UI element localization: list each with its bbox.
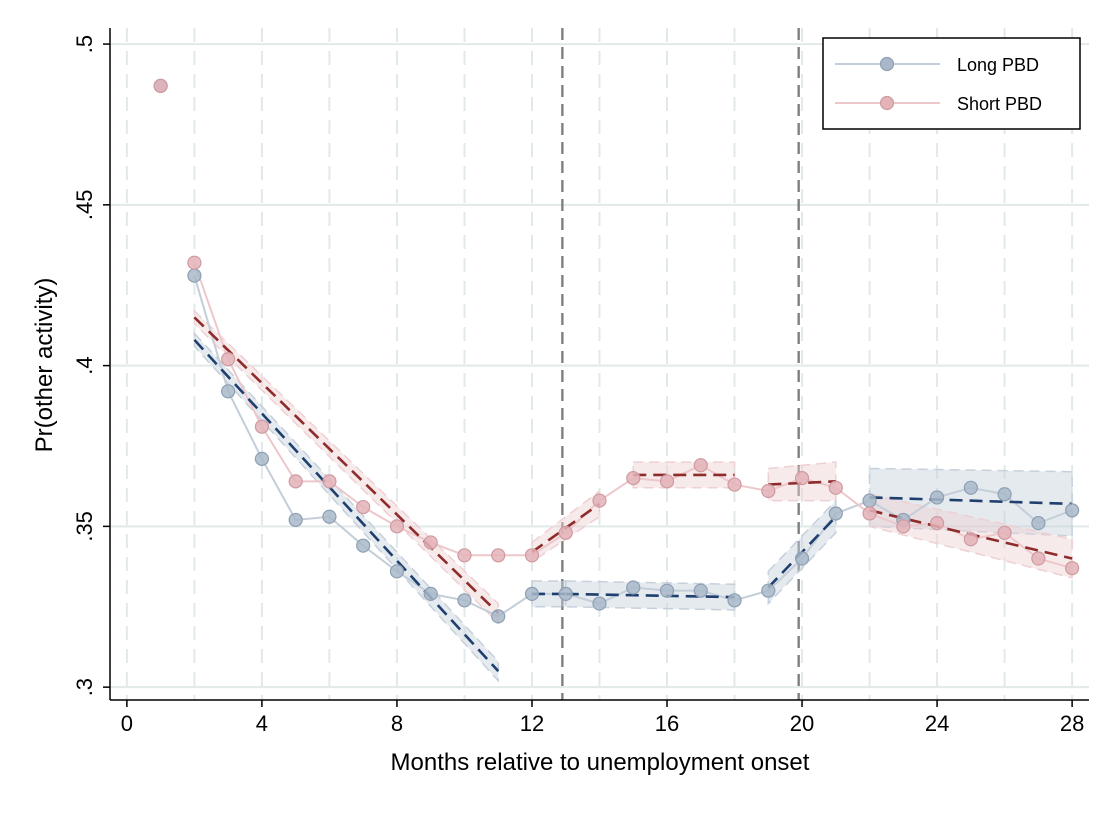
- data-point-long-pbd: [558, 586, 573, 601]
- data-point-long-pbd: [693, 583, 708, 598]
- data-point-short-pbd: [727, 477, 742, 492]
- legend-box: [822, 37, 1081, 130]
- data-point-short-pbd: [153, 78, 168, 93]
- y-tick-label: .5: [72, 35, 97, 53]
- data-point-long-pbd: [727, 593, 742, 608]
- data-point-short-pbd: [322, 474, 337, 489]
- x-tick-label: 4: [256, 711, 268, 736]
- data-point-short-pbd: [457, 548, 472, 563]
- data-point-short-pbd: [929, 516, 945, 531]
- x-tick-label: 24: [925, 711, 949, 736]
- y-axis-title: Pr(other activity): [31, 278, 58, 453]
- data-point-short-pbd: [896, 519, 911, 534]
- data-point-long-pbd: [423, 586, 438, 601]
- data-point-short-pbd: [592, 493, 607, 508]
- data-point-long-pbd: [491, 609, 506, 624]
- fit-line-long-pbd: [193, 339, 500, 672]
- y-tick-label: .45: [72, 190, 97, 221]
- data-point-short-pbd: [558, 525, 573, 540]
- data-point-short-pbd: [1065, 561, 1080, 576]
- data-point-short-pbd: [491, 548, 506, 563]
- fit-line-long-pbd: [869, 496, 1073, 506]
- data-point-short-pbd: [288, 474, 303, 489]
- fit-line-short-pbd: [768, 480, 836, 486]
- x-tick-label: 0: [121, 711, 133, 736]
- data-point-long-pbd: [1031, 516, 1046, 531]
- data-point-short-pbd: [356, 499, 371, 515]
- x-tick-label: 12: [520, 711, 544, 736]
- x-tick-label: 20: [790, 711, 814, 736]
- data-point-short-pbd: [828, 480, 843, 495]
- data-point-long-pbd: [626, 580, 641, 595]
- legend-label-long-pbd: Long PBD: [957, 55, 1039, 75]
- data-point-short-pbd: [389, 519, 405, 534]
- y-tick-label: .4: [72, 356, 97, 374]
- data-point-short-pbd: [254, 419, 270, 434]
- data-point-long-pbd: [592, 596, 607, 611]
- fit-line-long-pbd: [565, 592, 735, 599]
- data-point-long-pbd: [997, 487, 1012, 502]
- data-point-long-pbd: [254, 451, 270, 466]
- data-point-short-pbd: [997, 525, 1012, 540]
- data-point-short-pbd: [221, 352, 236, 367]
- data-point-short-pbd: [761, 483, 776, 499]
- data-point-short-pbd: [187, 255, 202, 270]
- data-point-long-pbd: [862, 493, 877, 508]
- fit-line-short-pbd: [193, 316, 500, 615]
- data-point-long-pbd: [659, 583, 675, 598]
- data-point-long-pbd: [1065, 503, 1080, 518]
- data-point-long-pbd: [524, 586, 540, 601]
- grid-layer: [110, 28, 1089, 700]
- legend: Long PBD Short PBD: [822, 37, 1081, 130]
- data-point-long-pbd: [322, 509, 337, 524]
- data-points: [153, 78, 1080, 624]
- x-tick-label: 28: [1060, 711, 1084, 736]
- legend-marker-long-pbd: [879, 56, 895, 72]
- data-point-short-pbd: [963, 532, 978, 547]
- data-point-short-pbd: [423, 535, 438, 550]
- data-point-long-pbd: [929, 490, 945, 505]
- data-point-short-pbd: [524, 548, 540, 563]
- data-point-long-pbd: [761, 583, 776, 598]
- data-point-long-pbd: [457, 593, 472, 608]
- x-tick-label: 8: [391, 711, 403, 736]
- data-point-long-pbd: [221, 384, 236, 399]
- axes: 0 4 8 12 16 20 24 28 .3 .35 .4 .45 .5: [72, 28, 1089, 736]
- data-point-short-pbd: [1031, 551, 1046, 566]
- y-tick-label: .35: [72, 511, 97, 542]
- data-point-short-pbd: [659, 474, 675, 489]
- data-point-long-pbd: [288, 512, 303, 528]
- x-tick-label: 16: [655, 711, 679, 736]
- data-point-long-pbd: [828, 506, 843, 521]
- data-point-short-pbd: [693, 458, 708, 473]
- data-point-short-pbd: [794, 471, 810, 486]
- data-point-long-pbd: [963, 480, 978, 495]
- data-point-long-pbd: [794, 551, 810, 566]
- data-point-short-pbd: [862, 506, 877, 521]
- data-point-short-pbd: [626, 471, 641, 486]
- legend-label-short-pbd: Short PBD: [957, 94, 1042, 114]
- data-point-long-pbd: [187, 268, 202, 283]
- data-point-long-pbd: [389, 564, 405, 579]
- data-point-long-pbd: [356, 538, 371, 553]
- y-tick-label: .3: [72, 678, 97, 696]
- x-axis-title: Months relative to unemployment onset: [391, 749, 810, 776]
- legend-marker-short-pbd: [879, 95, 895, 111]
